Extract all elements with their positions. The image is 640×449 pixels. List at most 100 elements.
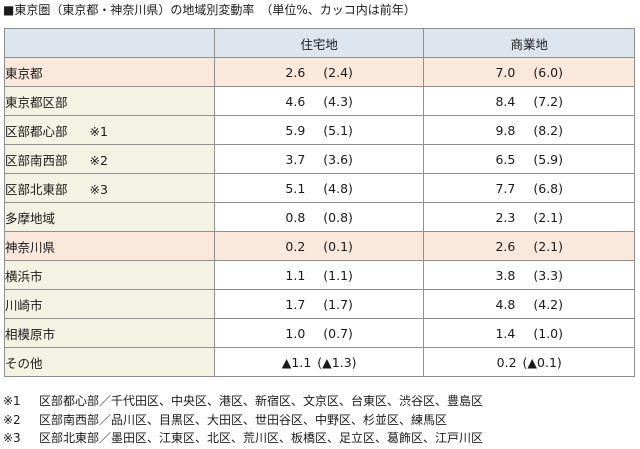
header-residential: 住宅地: [213, 28, 425, 58]
row-area: 東京都: [4, 57, 215, 87]
commercial-value: 9.8: [495, 122, 516, 138]
note-mark: ※1: [89, 123, 108, 139]
row-area: 神奈川県: [4, 231, 215, 261]
table-title: ■東京圏（東京都・神奈川県）の地域別変動率 （単位%、カッコ内は前年）: [3, 3, 416, 17]
commercial-cell: 7.7 (6.8): [423, 173, 635, 203]
residential-value: 5.9: [285, 122, 306, 138]
residential-value: 1.1: [285, 267, 306, 283]
residential-prev-value: (1.7): [323, 296, 353, 312]
area-name: 区部都心部: [5, 123, 68, 139]
table-row: 神奈川県 0.2 (0.1) 2.6 (2.1): [4, 231, 635, 261]
footnote: ※1 区部都心部／千代田区、中央区、港区、新宿区、文京区、台東区、渋谷区、豊島区: [3, 392, 483, 411]
header-commercial: 商業地: [423, 28, 635, 58]
commercial-cell: 7.0 (6.0): [423, 57, 635, 87]
residential-value: 0.2: [285, 238, 306, 254]
area-name: 区部北東部: [5, 181, 68, 197]
commercial-prev-value: (3.3): [533, 267, 563, 283]
commercial-prev-value: (4.2): [533, 296, 563, 312]
residential-value: 0.8: [285, 209, 306, 225]
commercial-cell: 8.4 (7.2): [423, 86, 635, 116]
residential-prev-value: (5.1): [323, 122, 353, 138]
residential-cell: 0.2 (0.1): [213, 231, 425, 261]
note-mark: ※3: [89, 181, 108, 197]
row-area: 川崎市: [4, 289, 215, 319]
commercial-cell: 0.2 (▲0.1): [423, 347, 635, 377]
commercial-prev-value: (8.2): [533, 122, 563, 138]
area-name: 横浜市: [5, 268, 43, 284]
table-row: 区部都心部 ※1 5.9 (5.1) 9.8 (8.2): [4, 115, 635, 145]
commercial-prev-value: (▲0.1): [522, 354, 562, 370]
row-area: 区部南西部 ※2: [4, 144, 215, 174]
commercial-value: 0.2: [496, 354, 517, 370]
commercial-cell: 6.5 (5.9): [423, 144, 635, 174]
residential-cell: 1.0 (0.7): [213, 318, 425, 348]
residential-cell: 1.7 (1.7): [213, 289, 425, 319]
residential-cell: 3.7 (3.6): [213, 144, 425, 174]
residential-prev-value: (4.8): [323, 180, 353, 196]
commercial-prev-value: (7.2): [533, 93, 563, 109]
footnote-text: 区部北東部／墨田区、江東区、北区、荒川区、板橋区、足立区、葛飾区、江戸川区: [39, 431, 484, 445]
residential-prev-value: (1.1): [323, 267, 353, 283]
residential-prev-value: (0.1): [323, 238, 353, 254]
row-area: 区部北東部 ※3: [4, 173, 215, 203]
land-price-change-table: 住宅地 商業地 東京都 2.6 (2.4) 7.0 (6.0) 東京都区部 4.6 (…: [4, 28, 635, 377]
footnote-number: ※3: [3, 431, 21, 445]
table-row: 相模原市 1.0 (0.7) 1.4 (1.0): [4, 318, 635, 348]
residential-cell: 5.9 (5.1): [213, 115, 425, 145]
residential-prev-value: (0.8): [323, 209, 353, 225]
commercial-value: 2.6: [495, 238, 516, 254]
footnote-text: 区部南西部／品川区、目黒区、大田区、世田谷区、中野区、杉並区、練馬区: [39, 412, 448, 427]
residential-value: 2.6: [285, 64, 306, 80]
area-name: 多摩地域: [5, 210, 56, 226]
commercial-value: 7.7: [495, 180, 516, 196]
residential-value: 4.6: [285, 93, 306, 109]
row-area: 相模原市: [4, 318, 215, 348]
residential-value: 3.7: [285, 151, 306, 167]
commercial-value: 1.4: [495, 325, 516, 341]
table-row: その他 ▲1.1 (▲1.3) 0.2 (▲0.1): [4, 347, 635, 377]
residential-cell: 5.1 (4.8): [213, 173, 425, 203]
table-row: 横浜市 1.1 (1.1) 3.8 (3.3): [4, 260, 635, 290]
row-area: 多摩地域: [4, 202, 215, 232]
residential-value: 5.1: [285, 180, 306, 196]
commercial-value: 8.4: [495, 93, 516, 109]
residential-prev-value: (3.6): [323, 151, 353, 167]
residential-prev-value: (0.7): [323, 325, 353, 341]
footnote-number: ※2: [3, 412, 21, 427]
table-row: 川崎市 1.7 (1.7) 4.8 (4.2): [4, 289, 635, 319]
residential-value: 1.0: [285, 325, 306, 341]
residential-cell: ▲1.1 (▲1.3): [213, 347, 425, 377]
residential-cell: 1.1 (1.1): [213, 260, 425, 290]
residential-prev-value: (▲1.3): [317, 354, 357, 370]
area-name: 川崎市: [5, 297, 43, 313]
table-row: 東京都区部 4.6 (4.3) 8.4 (7.2): [4, 86, 635, 116]
footnote: ※2 区部南西部／品川区、目黒区、大田区、世田谷区、中野区、杉並区、練馬区: [3, 411, 483, 430]
commercial-prev-value: (2.1): [533, 209, 563, 225]
commercial-prev-value: (1.0): [533, 325, 563, 341]
commercial-prev-value: (2.1): [533, 238, 563, 254]
row-area: 横浜市: [4, 260, 215, 290]
residential-prev-value: (4.3): [323, 93, 353, 109]
area-name: 東京都: [5, 65, 43, 81]
table-row: 区部北東部 ※3 5.1 (4.8) 7.7 (6.8): [4, 173, 635, 203]
area-name: 区部南西部: [5, 152, 68, 168]
commercial-value: 6.5: [495, 151, 516, 167]
residential-cell: 4.6 (4.3): [213, 86, 425, 116]
commercial-cell: 3.8 (3.3): [423, 260, 635, 290]
area-name: 東京都区部: [5, 94, 68, 110]
commercial-value: 2.3: [495, 209, 516, 225]
row-area: 区部都心部 ※1: [4, 115, 215, 145]
residential-cell: 2.6 (2.4): [213, 57, 425, 87]
commercial-value: 4.8: [495, 296, 516, 312]
footnotes: ※1 区部都心部／千代田区、中央区、港区、新宿区、文京区、台東区、渋谷区、豊島区 …: [3, 392, 483, 448]
table-row: 東京都 2.6 (2.4) 7.0 (6.0): [4, 57, 635, 87]
commercial-cell: 2.6 (2.1): [423, 231, 635, 261]
row-area: その他: [4, 347, 215, 377]
area-name: その他: [5, 355, 43, 371]
residential-value: 1.7: [285, 296, 306, 312]
residential-value: ▲1.1: [281, 354, 312, 370]
commercial-prev-value: (5.9): [533, 151, 563, 167]
commercial-cell: 4.8 (4.2): [423, 289, 635, 319]
commercial-cell: 1.4 (1.0): [423, 318, 635, 348]
residential-prev-value: (2.4): [323, 64, 353, 80]
